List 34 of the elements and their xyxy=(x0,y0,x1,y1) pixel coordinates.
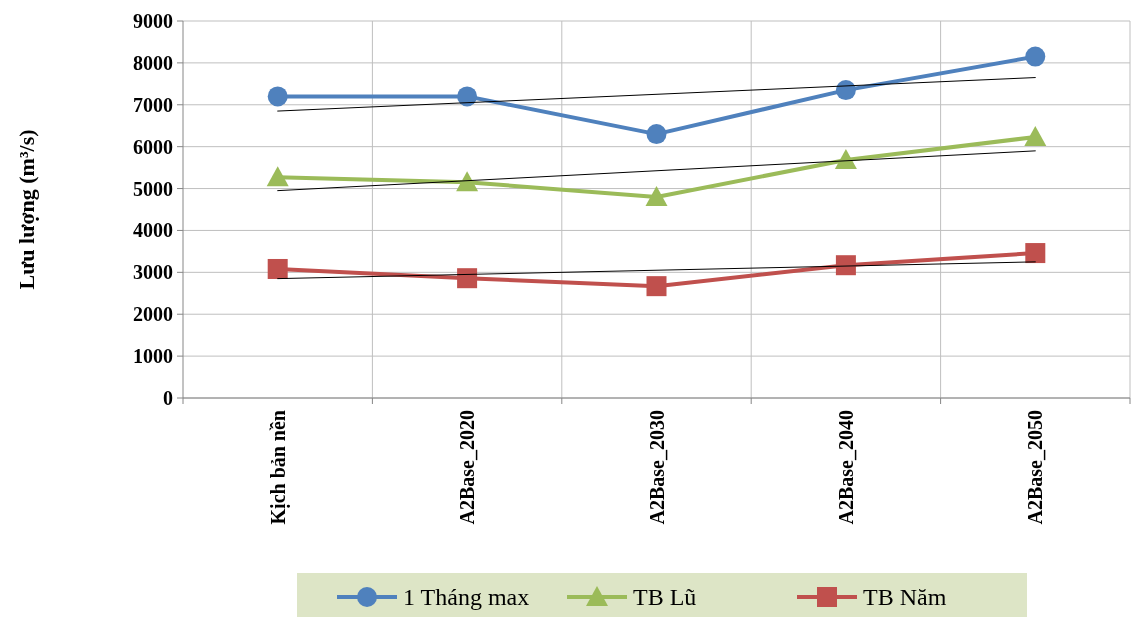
y-tick-label: 7000 xyxy=(133,93,173,116)
point xyxy=(646,276,667,297)
point xyxy=(457,86,478,107)
point xyxy=(266,166,289,187)
y-tick-label: 5000 xyxy=(133,177,173,200)
legend-label: TB Năm xyxy=(863,584,947,611)
point xyxy=(267,86,288,107)
x-tick-label: A2Base_2020 xyxy=(456,410,479,525)
x-tick-label: A2Base_2050 xyxy=(1024,410,1047,525)
legend-label: TB Lũ xyxy=(633,584,697,611)
y-tick-label: 1000 xyxy=(133,345,173,368)
y-tick-label: 9000 xyxy=(133,10,173,32)
y-tick-label: 3000 xyxy=(133,261,173,284)
y-tick-label: 0 xyxy=(163,387,173,409)
point xyxy=(267,258,288,279)
point xyxy=(835,80,856,101)
x-tick-label: Kịch bản nền xyxy=(266,410,290,525)
point xyxy=(835,255,856,276)
y-tick-label: 2000 xyxy=(133,303,173,326)
point xyxy=(646,124,667,145)
legend-label: 1 Tháng max xyxy=(403,584,530,611)
point xyxy=(1025,243,1046,264)
point xyxy=(457,268,478,289)
point xyxy=(456,171,479,192)
y-tick-label: 8000 xyxy=(133,51,173,74)
y-axis-title: Lưu lượng (m³/s) xyxy=(14,129,39,290)
y-tick-label: 4000 xyxy=(133,219,173,242)
point xyxy=(834,149,857,170)
point xyxy=(645,185,668,206)
x-tick-label: A2Base_2040 xyxy=(834,410,857,525)
point xyxy=(1025,46,1046,67)
x-tick-label: A2Base_2030 xyxy=(645,410,668,525)
point xyxy=(1024,126,1047,147)
y-tick-label: 6000 xyxy=(133,135,173,158)
